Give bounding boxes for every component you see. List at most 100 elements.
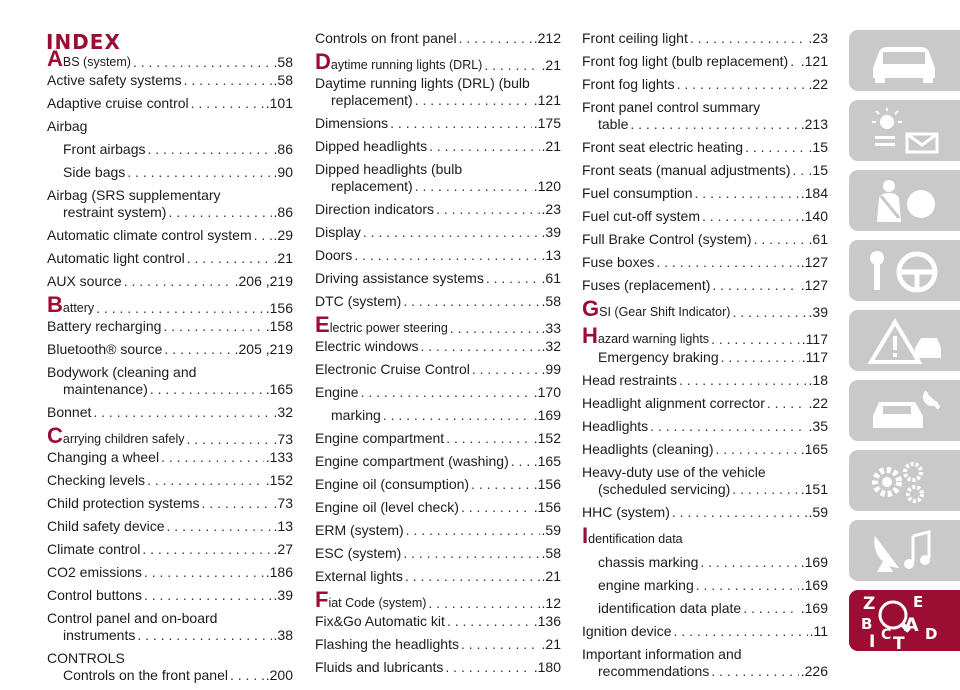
index-entry[interactable]: Engine oil (consumption) .156: [315, 476, 561, 493]
index-entry[interactable]: Active safety systems .58: [47, 72, 293, 89]
page-number: .12: [541, 595, 561, 611]
index-entry[interactable]: Headlights .35: [582, 418, 828, 435]
entry-label: Adaptive cruise control: [47, 95, 189, 111]
index-entry[interactable]: chassis marking .169: [582, 554, 828, 571]
index-entry[interactable]: Front ceiling light .23: [582, 30, 828, 47]
page-number: .22: [808, 76, 828, 92]
index-entry[interactable]: Headlight alignment corrector .22: [582, 395, 828, 412]
index-entry[interactable]: Driving assistance systems .61: [315, 270, 561, 287]
index-entry[interactable]: Fluids and lubricants .180: [315, 659, 561, 676]
index-entry[interactable]: Full Brake Control (system) .61: [582, 231, 828, 248]
index-entry[interactable]: Daytime running lights (DRL) (bulb repla…: [315, 75, 561, 109]
index-entry[interactable]: AUX source .206 ,219: [47, 273, 293, 290]
index-entry[interactable]: Doors .13: [315, 247, 561, 264]
index-entry[interactable]: DTC (system) .58: [315, 293, 561, 310]
index-column-1: ABS (system) .58 Active safety systems .58…: [47, 48, 293, 690]
index-entry[interactable]: Front airbags .86: [47, 141, 293, 158]
tab-car[interactable]: [849, 30, 960, 91]
tab-multimedia[interactable]: [849, 520, 960, 581]
index-entry[interactable]: Daytime running lights (DRL) .21: [315, 51, 561, 74]
index-entry[interactable]: Fuel cut-off system .140: [582, 208, 828, 225]
index-entry[interactable]: ABS (system) .58: [47, 48, 293, 71]
tab-safety[interactable]: [849, 170, 960, 231]
index-entry[interactable]: Dipped headlights .21: [315, 138, 561, 155]
index-entry[interactable]: GSI (Gear Shift Indicator) .39: [582, 298, 828, 321]
page-number: .169: [800, 554, 828, 570]
index-entry[interactable]: Dipped headlights (bulb replacement) .120: [315, 161, 561, 195]
index-entry[interactable]: Ignition device .11: [582, 623, 828, 640]
index-entry[interactable]: Battery .156: [47, 294, 293, 317]
index-entry[interactable]: Front fog lights .22: [582, 76, 828, 93]
tab-emergency[interactable]: [849, 310, 960, 371]
entry-label: Engine: [315, 384, 359, 400]
satellite-music-icon: [874, 530, 931, 572]
index-entry[interactable]: Engine .170: [315, 384, 561, 401]
index-entry[interactable]: Fuses (replacement) .127: [582, 277, 828, 294]
index-entry[interactable]: Airbag (SRS supplementary restraint syst…: [47, 187, 293, 221]
index-entry[interactable]: ERM (system) .59: [315, 522, 561, 539]
index-entry[interactable]: Dimensions .175: [315, 115, 561, 132]
tab-dashboard[interactable]: [849, 100, 960, 161]
index-entry[interactable]: CONTROLS Controls on the front panel .200: [47, 650, 293, 684]
index-entry[interactable]: Climate control .27: [47, 541, 293, 558]
page-number: .205 ,219: [234, 341, 293, 357]
index-entry[interactable]: HHC (system) .59: [582, 504, 828, 521]
index-entry[interactable]: Child safety device .13: [47, 518, 293, 535]
index-entry[interactable]: Control buttons .39: [47, 587, 293, 604]
index-entry[interactable]: Important information and recommendation…: [582, 646, 828, 680]
index-entry[interactable]: Bonnet .32: [47, 404, 293, 421]
index-entry[interactable]: Bodywork (cleaning and maintenance) .165: [47, 364, 293, 398]
entry-label: BS (system): [62, 55, 131, 69]
index-entry[interactable]: Flashing the headlights .21: [315, 636, 561, 653]
page-number: .21: [541, 568, 561, 584]
index-entry[interactable]: Engine compartment .152: [315, 430, 561, 447]
index-entry[interactable]: Direction indicators .23: [315, 201, 561, 218]
index-entry[interactable]: Battery recharging .158: [47, 318, 293, 335]
index-entry[interactable]: Automatic light control .21: [47, 250, 293, 267]
index-entry[interactable]: Controls on front panel .212: [315, 30, 561, 47]
index-entry[interactable]: Changing a wheel .133: [47, 449, 293, 466]
index-entry[interactable]: Front seats (manual adjustments) .15: [582, 162, 828, 179]
index-entry[interactable]: identification data plate .169: [582, 600, 828, 617]
index-entry[interactable]: Child protection systems .73: [47, 495, 293, 512]
index-entry[interactable]: Fuse boxes .127: [582, 254, 828, 271]
index-entry[interactable]: Display .39: [315, 224, 561, 241]
tab-index[interactable]: Z E B A D I C T: [849, 590, 960, 651]
index-entry[interactable]: Fix&Go Automatic kit .136: [315, 613, 561, 630]
index-entry[interactable]: Control panel and on-board instruments .3…: [47, 610, 293, 644]
index-entry[interactable]: Checking levels .152: [47, 472, 293, 489]
index-entry[interactable]: CO2 emissions .186: [47, 564, 293, 581]
index-entry[interactable]: Side bags .90: [47, 164, 293, 181]
entry-label: Heavy-duty use of the vehicle: [582, 464, 766, 480]
index-entry[interactable]: Engine compartment (washing) .165: [315, 453, 561, 470]
tab-starting[interactable]: [849, 240, 960, 301]
index-entry[interactable]: Headlights (cleaning) .165: [582, 441, 828, 458]
index-entry[interactable]: Automatic climate control system .29: [47, 227, 293, 244]
tab-maintenance[interactable]: [849, 380, 960, 441]
index-entry[interactable]: Electronic Cruise Control .99: [315, 361, 561, 378]
index-entry[interactable]: Fiat Code (system) .12: [315, 589, 561, 612]
index-entry[interactable]: Electric power steering .33: [315, 314, 561, 337]
index-entry[interactable]: Heavy-duty use of the vehicle (scheduled…: [582, 464, 828, 498]
index-entry[interactable]: Head restraints .18: [582, 372, 828, 389]
index-entry[interactable]: ESC (system) .58: [315, 545, 561, 562]
index-entry[interactable]: Electric windows .32: [315, 338, 561, 355]
index-entry[interactable]: Front fog light (bulb replacement) .121: [582, 53, 828, 70]
index-entry[interactable]: Bluetooth® source .205 ,219: [47, 341, 293, 358]
page-number: .58: [273, 72, 293, 88]
index-entry[interactable]: Carrying children safely .73: [47, 425, 293, 448]
tab-technical-data[interactable]: [849, 450, 960, 511]
index-entry[interactable]: Front panel control summary table .213: [582, 99, 828, 133]
index-entry[interactable]: Emergency braking .117: [582, 349, 828, 366]
entry-label-cont: replacement): [331, 92, 413, 108]
index-entry[interactable]: Hazard warning lights .117: [582, 325, 828, 348]
index-entry[interactable]: Fuel consumption .184: [582, 185, 828, 202]
index-entry[interactable]: Front seat electric heating .15: [582, 139, 828, 156]
index-entry[interactable]: marking .169: [315, 407, 561, 424]
index-entry[interactable]: Engine oil (level check) .156: [315, 499, 561, 516]
entry-label-cont: restraint system): [63, 204, 167, 220]
index-entry[interactable]: External lights .21: [315, 568, 561, 585]
entry-label: Battery recharging: [47, 318, 162, 334]
index-entry[interactable]: Adaptive cruise control .101: [47, 95, 293, 112]
index-entry[interactable]: engine marking .169: [582, 577, 828, 594]
